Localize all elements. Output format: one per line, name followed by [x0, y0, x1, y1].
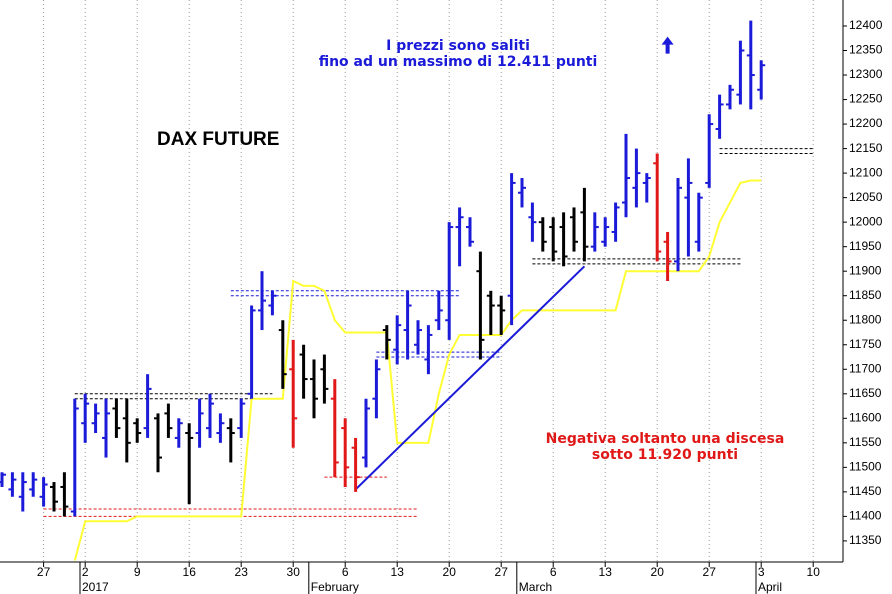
y-tick-label: 12100 [849, 165, 883, 179]
y-tick-label: 11500 [849, 460, 882, 474]
y-tick-label: 11550 [849, 435, 882, 449]
y-tick-label: 11650 [849, 386, 882, 400]
stop-line [73, 179, 762, 561]
x-tick-label: 20 [443, 565, 457, 579]
y-tick-label: 11800 [849, 312, 882, 326]
y-tick-label: 12400 [849, 18, 883, 32]
y-tick-label: 12250 [849, 92, 883, 106]
y-tick-label: 11900 [849, 263, 882, 277]
y-tick-label: 12350 [849, 43, 883, 57]
chart-title: DAX FUTURE [157, 129, 279, 150]
annotation: fino ad un massimo di 12.411 punti [319, 54, 598, 70]
x-tick-label: 9 [134, 565, 141, 579]
y-tick-label: 11700 [849, 361, 882, 375]
x-tick-label: 13 [599, 565, 613, 579]
x-tick-label: 6 [342, 565, 349, 579]
y-tick-label: 12300 [849, 67, 883, 81]
x-tick-label: 10 [807, 565, 821, 579]
month-label: April [758, 580, 782, 594]
x-tick-label: 23 [235, 565, 249, 579]
marks [0, 20, 766, 561]
x-tick-label: 27 [37, 565, 51, 579]
y-tick-label: 11950 [849, 239, 882, 253]
y-tick-label: 12150 [849, 141, 883, 155]
x-tick-label: 2 [82, 565, 89, 579]
y-tick-label: 11750 [849, 337, 882, 351]
y-tick-label: 11350 [849, 533, 882, 547]
annotation: I prezzi sono saliti [386, 38, 530, 54]
y-tick-label: 11600 [849, 410, 882, 424]
month-label: February [311, 580, 359, 594]
x-tick-label: 20 [651, 565, 665, 579]
y-tick-label: 11450 [849, 484, 882, 498]
annotation: Negativa soltanto una discesa [546, 431, 785, 447]
y-tick-label: 12000 [849, 214, 883, 228]
arrow [661, 36, 674, 54]
month-label: 2017 [82, 580, 109, 594]
y-tick-label: 11850 [849, 288, 882, 302]
x-tick-label: 3 [758, 565, 765, 579]
trendline [354, 265, 586, 491]
x-tick-label: 27 [703, 565, 717, 579]
y-tick-label: 11400 [849, 509, 882, 523]
annotation: sotto 11.920 punti [592, 447, 738, 463]
x-tick-label: 27 [495, 565, 509, 579]
x-tick-label: 30 [287, 565, 301, 579]
month-label: March [519, 580, 552, 594]
x-tick-label: 13 [391, 565, 405, 579]
x-tick-label: 6 [550, 565, 557, 579]
x-tick-label: 16 [183, 565, 197, 579]
y-tick-label: 12200 [849, 116, 883, 130]
y-tick-label: 12050 [849, 190, 883, 204]
